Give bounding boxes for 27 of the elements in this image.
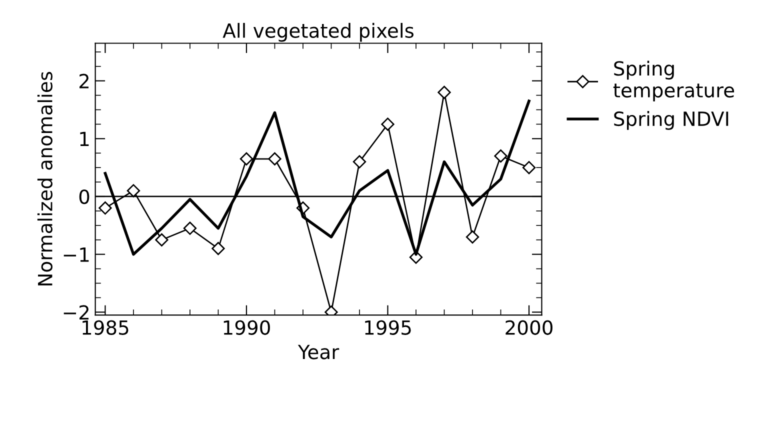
legend-label: Spring NDVI xyxy=(614,111,728,130)
point xyxy=(126,184,140,198)
point xyxy=(183,222,197,235)
point xyxy=(522,160,536,174)
point xyxy=(494,149,508,163)
y-tick-label: −2 xyxy=(64,305,89,320)
legend-label: Spring temperature xyxy=(613,60,734,102)
y-tick-label: 0 xyxy=(79,189,90,204)
point xyxy=(212,242,225,256)
point xyxy=(98,201,112,215)
y-tick-label: 1 xyxy=(80,132,89,146)
chart-title: All vegetated pixels xyxy=(222,22,414,42)
y-tick-label: 2 xyxy=(80,74,89,88)
x-tick-label: 2000 xyxy=(506,320,552,335)
x-tick-label: 1990 xyxy=(224,320,270,335)
y-tick-label: −1 xyxy=(64,248,89,262)
point xyxy=(352,155,366,168)
point xyxy=(438,86,451,99)
x-tick-label: 1985 xyxy=(82,320,128,335)
point xyxy=(155,233,168,246)
point xyxy=(240,152,254,166)
point xyxy=(466,230,480,244)
point xyxy=(381,118,394,131)
x-axis-title: Year xyxy=(298,344,340,360)
x-tick-label: 1995 xyxy=(365,320,411,335)
y-axis-title: Normalized anomalies xyxy=(37,72,52,286)
point xyxy=(268,152,282,166)
